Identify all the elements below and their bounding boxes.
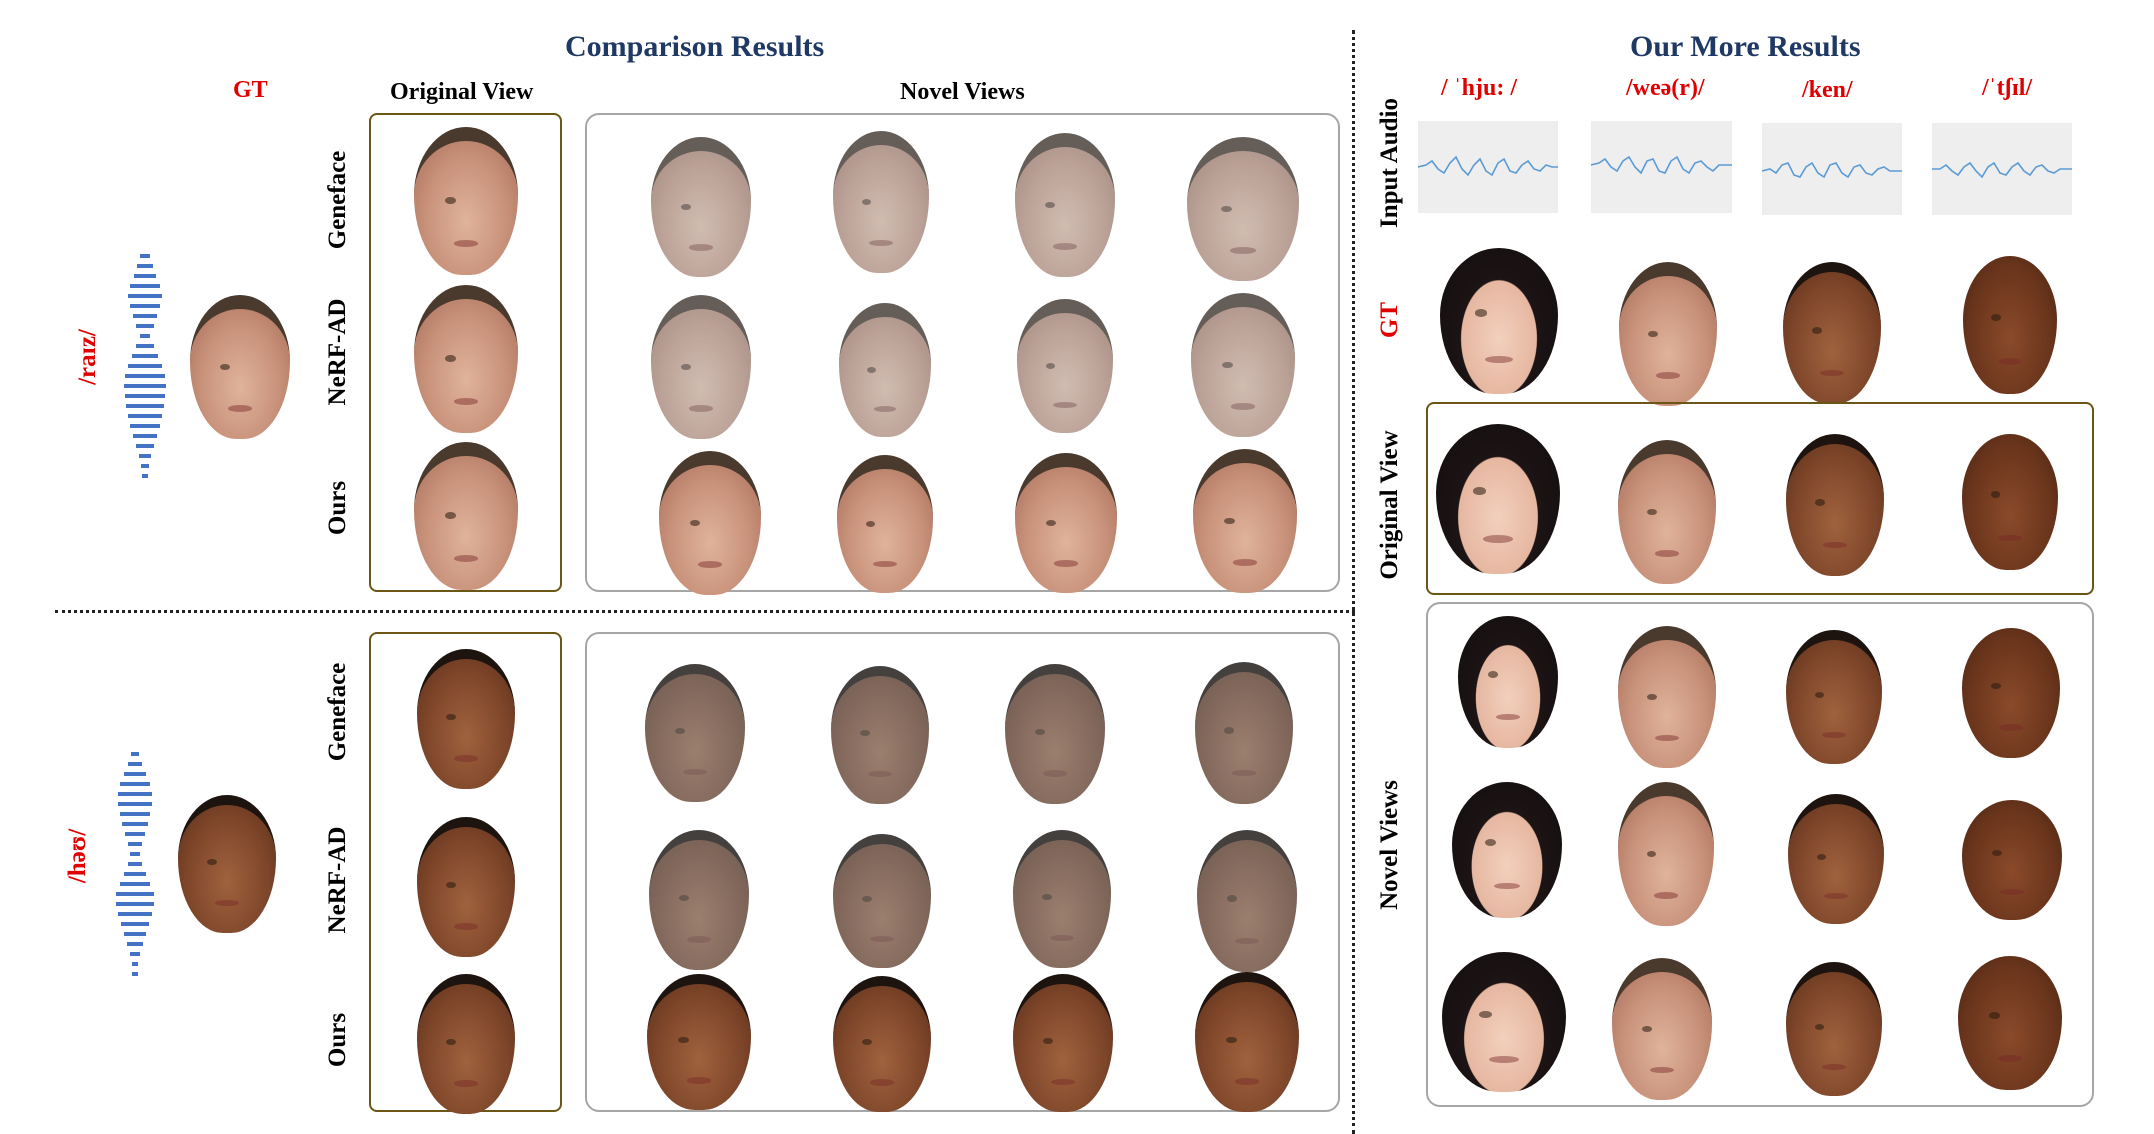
- novel-face-nerf-ad-3: [1017, 299, 1113, 433]
- gt-face-obama: [1783, 262, 1881, 404]
- row-label-novel-views: Novel Views: [1376, 780, 1403, 910]
- panel-separator-horizontal: [55, 610, 1355, 613]
- novel-face-obama-1: [1786, 630, 1882, 764]
- original-face-obama: [1786, 434, 1884, 576]
- original-face-ours: [417, 974, 515, 1114]
- novel-face-ours-3: [1015, 453, 1117, 593]
- novel-face-geneface-4: [1187, 137, 1299, 281]
- gt-face-woman: [1440, 248, 1558, 394]
- novel-face-geneface-4: [1195, 662, 1293, 804]
- original-face-geneface: [414, 127, 518, 275]
- audio-waveform-2: [1590, 121, 1732, 213]
- audio-waveform-3: [1761, 123, 1902, 215]
- row-label-ours: Ours: [324, 1012, 351, 1068]
- gt-face-macron: [1619, 262, 1717, 406]
- novel-face-ours-2: [837, 455, 933, 593]
- original-face-nerf-ad: [414, 285, 518, 433]
- row-label-original-view: Original View: [1376, 430, 1403, 580]
- novel-views-header: Novel Views: [900, 79, 1025, 105]
- audio-waveform-4: [1932, 123, 2072, 215]
- novel-face-ours-4: [1193, 449, 1297, 593]
- speech-waveform-icon: [124, 254, 166, 478]
- original-view-box: [369, 113, 562, 592]
- section-separator-vertical: [1352, 30, 1355, 1134]
- novel-face-woman-3: [1442, 952, 1566, 1092]
- novel-face-nerf-ad-2: [839, 303, 931, 437]
- novel-face-nerf-ad-1: [649, 830, 749, 970]
- row-label-gt: GT: [1376, 301, 1403, 339]
- novel-face-geneface-2: [833, 131, 929, 273]
- original-face-van: [1962, 434, 2058, 570]
- phoneme-header-2: /weə(r)/: [1626, 75, 1705, 101]
- novel-face-geneface-1: [645, 664, 745, 802]
- novel-face-nerf-ad-3: [1013, 830, 1111, 968]
- original-face-ours: [414, 442, 518, 590]
- original-face-nerf-ad: [417, 817, 515, 957]
- novel-face-van-1: [1962, 628, 2060, 758]
- novel-face-ours-1: [647, 974, 751, 1110]
- phoneme-header-4: /ˈtʃɪl/: [1982, 75, 2033, 101]
- novel-face-ours-2: [833, 976, 931, 1112]
- novel-face-woman-1: [1458, 616, 1558, 748]
- novel-face-ours-1: [659, 451, 761, 595]
- novel-face-nerf-ad-1: [651, 295, 751, 439]
- original-view-box: [369, 632, 562, 1114]
- novel-face-nerf-ad-4: [1197, 830, 1297, 972]
- gt-face-van: [1963, 256, 2057, 394]
- gt-face-macron: [190, 295, 290, 439]
- novel-face-macron-2: [1618, 782, 1714, 926]
- gt-header: GT: [233, 77, 268, 103]
- original-view-box: [1426, 402, 2094, 595]
- comparison-results-title: Comparison Results: [565, 30, 825, 63]
- row-label-ours: Ours: [324, 480, 351, 536]
- speech-waveform-icon: [116, 752, 154, 976]
- more-results-title: Our More Results: [1630, 30, 1861, 63]
- novel-views-box: [585, 113, 1340, 595]
- novel-face-ours-3: [1013, 974, 1113, 1112]
- original-view-header: Original View: [390, 79, 534, 105]
- gt-face-obama: [178, 795, 276, 933]
- row-label-geneface: Geneface: [324, 150, 351, 250]
- novel-face-nerf-ad-4: [1191, 293, 1295, 437]
- original-face-woman: [1436, 424, 1560, 574]
- original-face-geneface: [417, 649, 515, 789]
- novel-face-ours-4: [1195, 972, 1299, 1112]
- novel-views-box: [585, 632, 1340, 1112]
- phoneme-label-raiz: /raɪz/: [74, 329, 101, 385]
- row-label-nerf-ad: NeRF-AD: [324, 826, 351, 934]
- novel-face-geneface-2: [831, 666, 929, 804]
- novel-face-nerf-ad-2: [833, 834, 931, 968]
- novel-face-van-3: [1958, 956, 2062, 1090]
- audio-waveform-1: [1417, 121, 1558, 213]
- original-face-macron: [1618, 440, 1716, 584]
- novel-face-woman-2: [1452, 782, 1562, 918]
- novel-face-van-2: [1962, 800, 2062, 920]
- phoneme-header-1: / ˈhju: /: [1441, 75, 1518, 101]
- row-label-geneface: Geneface: [324, 662, 351, 762]
- novel-face-geneface-3: [1015, 133, 1115, 277]
- novel-views-box: [1426, 602, 2094, 1107]
- novel-face-obama-3: [1786, 962, 1882, 1096]
- novel-face-macron-3: [1612, 958, 1712, 1100]
- novel-face-obama-2: [1788, 794, 1884, 924]
- novel-face-geneface-3: [1005, 664, 1105, 804]
- row-label-nerf-ad: NeRF-AD: [324, 298, 351, 406]
- phoneme-header-3: /ken/: [1802, 77, 1853, 103]
- novel-face-geneface-1: [651, 137, 751, 277]
- phoneme-label-hau: /həʊ/: [64, 828, 91, 884]
- row-label-input-audio: Input Audio: [1376, 98, 1403, 228]
- novel-face-macron-1: [1618, 626, 1716, 768]
